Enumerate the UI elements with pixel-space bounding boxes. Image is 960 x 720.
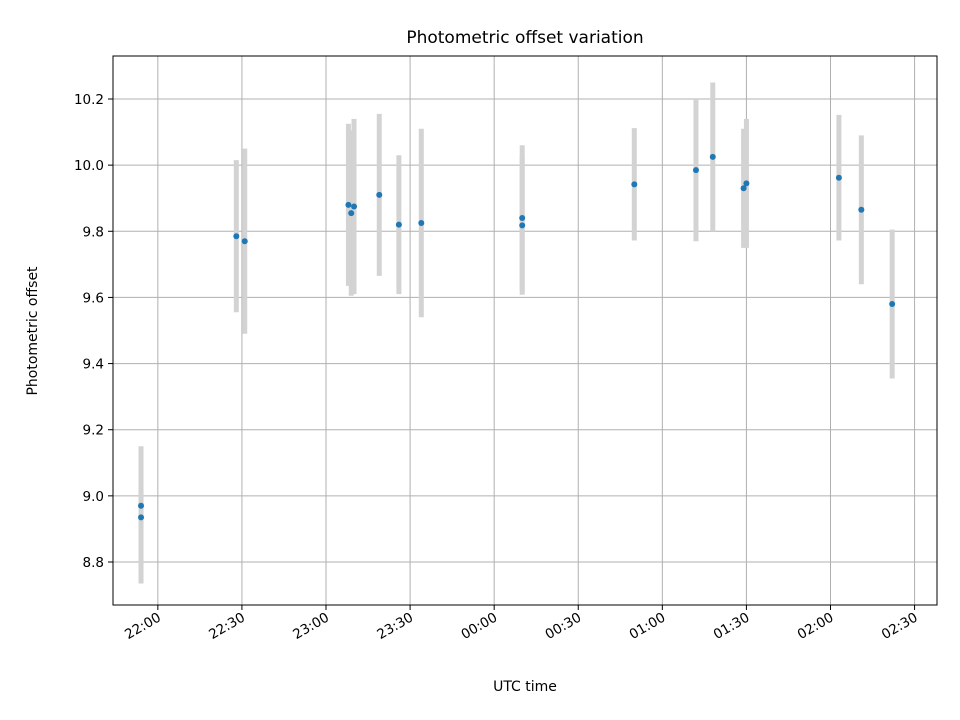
y-tick-label: 10.2 [74,92,104,108]
data-point [709,153,716,160]
data-point [233,233,240,240]
data-point [345,201,352,208]
data-point [631,181,638,188]
data-point [138,514,145,521]
y-tick-label: 8.8 [83,555,104,571]
y-tick-label: 9.8 [83,224,104,240]
data-point [395,221,402,228]
plot-area [113,56,937,605]
data-point [351,203,358,210]
data-point [743,180,750,187]
data-point [692,167,699,174]
data-point [138,502,145,509]
y-tick-label: 9.6 [83,290,104,306]
data-point [241,238,248,245]
data-point [376,191,383,198]
data-point [519,222,526,229]
y-tick-label: 9.0 [83,489,104,505]
data-point [835,174,842,181]
data-point [889,301,896,308]
y-tick-label: 10.0 [74,158,104,174]
data-point [418,220,425,227]
y-axis-ticks: 8.8 9.0 9.2 9.4 9.6 9.8 10.0 10.2 [74,92,113,571]
data-point [740,185,747,192]
data-point [519,215,526,222]
y-axis-label: Photometric offset [25,266,41,396]
y-tick-label: 9.4 [83,357,104,373]
data-point [858,206,865,213]
data-points [138,153,896,521]
chart-title: Photometric offset variation [406,28,643,48]
y-tick-label: 9.2 [83,423,104,439]
plot-frame [112,55,938,606]
data-point [348,210,355,217]
x-axis-label: UTC time [493,679,557,695]
